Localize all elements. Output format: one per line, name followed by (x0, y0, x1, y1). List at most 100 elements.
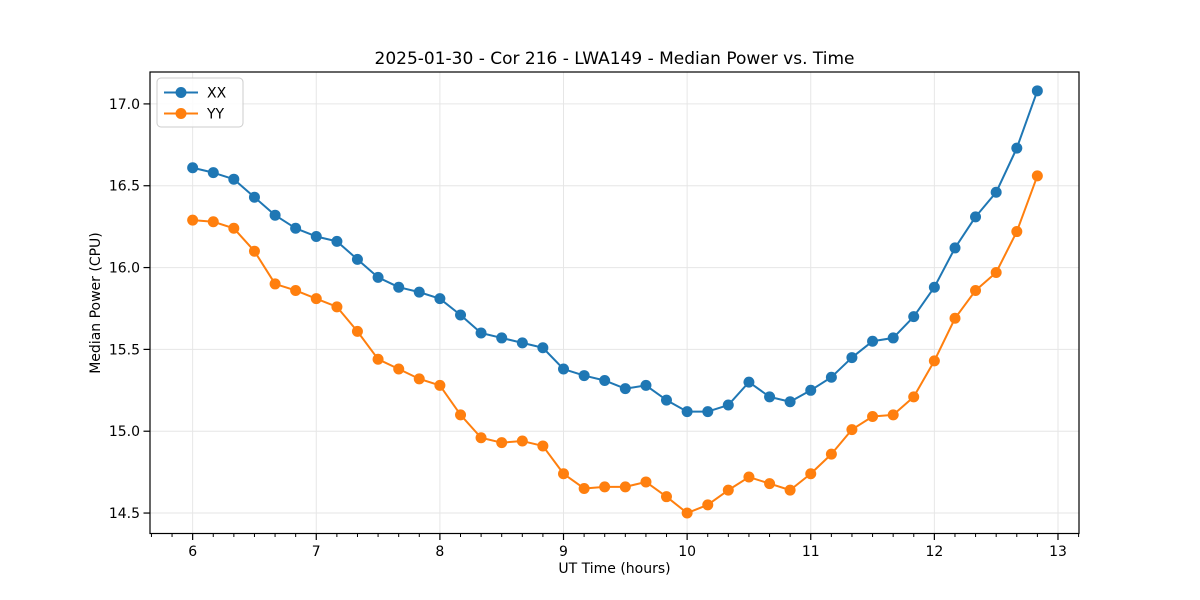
x-tick-label: 12 (925, 544, 943, 560)
legend-item-YY: YY (164, 107, 225, 123)
series-YY-marker (722, 484, 734, 496)
x-tick-label: 8 (435, 544, 444, 560)
series-XX-marker (825, 371, 837, 383)
legend-marker-XX (175, 87, 187, 98)
series-YY-marker (207, 216, 219, 228)
series-XX-marker (640, 379, 652, 391)
series-YY-marker (908, 391, 920, 403)
series-XX-marker (846, 352, 858, 364)
x-tick-label: 10 (678, 544, 696, 560)
legend-box (156, 77, 244, 128)
series-XX-marker (393, 281, 405, 293)
series-YY-marker (331, 301, 343, 313)
series-YY-marker (990, 266, 1002, 278)
series-XX-line (191, 89, 1039, 413)
series-XX-marker (372, 271, 384, 283)
series-XX-marker (743, 376, 755, 388)
series-YY-marker (743, 471, 755, 483)
series-YY-marker (805, 468, 817, 480)
series-XX-marker (228, 173, 240, 185)
chart-title: 2025-01-30 - Cor 216 - LWA149 - Median P… (374, 49, 855, 69)
y-axis-label: Median Power (CPU) (88, 232, 104, 374)
series-YY-marker (764, 478, 776, 490)
series-XX-marker (434, 293, 446, 305)
series-XX-marker (413, 286, 425, 298)
series-XX-marker (351, 253, 363, 265)
series-XX-marker (970, 211, 982, 223)
series-YY-marker (269, 278, 281, 290)
series-XX-marker (784, 396, 796, 408)
series-YY-marker (310, 293, 322, 305)
series-XX-marker (722, 399, 734, 411)
series-XX-marker (764, 391, 776, 403)
y-tick-label: 14.5 (109, 506, 140, 522)
series-YY-marker (187, 214, 199, 226)
series-YY-marker (455, 409, 467, 421)
y-tick-label: 15.5 (109, 342, 140, 358)
series-YY-marker (351, 325, 363, 337)
series-YY-marker (228, 222, 240, 234)
series-XX-marker (949, 242, 961, 254)
series-YY-line (191, 174, 1039, 515)
series-XX-marker (516, 337, 528, 349)
series-YY-marker (578, 482, 590, 494)
series-XX-marker (1031, 85, 1043, 97)
legend: XX YY (156, 77, 244, 128)
series-XX-marker (1011, 142, 1023, 154)
series-XX-marker (681, 406, 693, 418)
series-XX-marker (248, 191, 260, 203)
series-XX-marker (702, 406, 714, 418)
x-axis-label: UT Time (hours) (558, 561, 671, 577)
legend-marker-YY (175, 108, 187, 119)
series-YY-marker (949, 312, 961, 324)
plot-area (187, 85, 1043, 519)
series-XX-marker (269, 209, 281, 221)
series-XX-marker (558, 363, 570, 375)
series-XX-marker (290, 222, 302, 234)
x-tick-label: 7 (312, 544, 321, 560)
legend-item-XX: XX (164, 86, 227, 102)
series-YY-marker (1011, 226, 1023, 238)
series-XX-marker (331, 235, 343, 247)
axes-spines (149, 71, 1080, 535)
series-YY-marker (702, 499, 714, 511)
series-YY-marker (434, 379, 446, 391)
series-YY-marker (970, 284, 982, 296)
series-XX-marker (207, 167, 219, 179)
series-YY-marker (413, 373, 425, 385)
legend-label-XX: XX (207, 86, 227, 102)
series-YY-marker (393, 363, 405, 375)
x-tick-label: 13 (1049, 544, 1067, 560)
series-YY-marker (248, 245, 260, 257)
series-XX-marker (475, 327, 487, 339)
series-XX-marker (187, 162, 199, 174)
series-YY-marker (640, 476, 652, 488)
series-XX-marker (599, 374, 611, 386)
series-YY-marker (681, 507, 693, 519)
series-XX-marker (867, 335, 879, 347)
series-XX-marker (310, 230, 322, 242)
series-YY-marker (537, 440, 549, 452)
series-YY-marker (784, 484, 796, 496)
y-tick-label: 16.0 (109, 261, 140, 277)
series-YY-marker (846, 424, 858, 436)
series-XX-marker (887, 332, 899, 344)
series-YY-marker (928, 355, 940, 367)
series-XX-marker (908, 311, 920, 323)
series-YY-marker (825, 448, 837, 460)
series-YY-marker (1031, 170, 1043, 182)
series-YY-marker (475, 432, 487, 444)
series-YY-marker (660, 491, 672, 503)
series-XX-marker (660, 394, 672, 406)
x-tick-label: 9 (559, 544, 568, 560)
series-XX-marker (455, 309, 467, 321)
series-YY-marker (867, 410, 879, 422)
series-YY-marker (887, 409, 899, 421)
series-YY-marker (496, 437, 508, 449)
y-tick-label: 17.0 (109, 97, 140, 113)
series-XX-marker (928, 281, 940, 293)
series-XX-marker (537, 342, 549, 354)
axes: 6 7 8 9 10 11 12 13 14.5 15.0 15.5 16.0 16.5 17.0 (109, 71, 1080, 560)
x-tick-label: 6 (188, 544, 197, 560)
